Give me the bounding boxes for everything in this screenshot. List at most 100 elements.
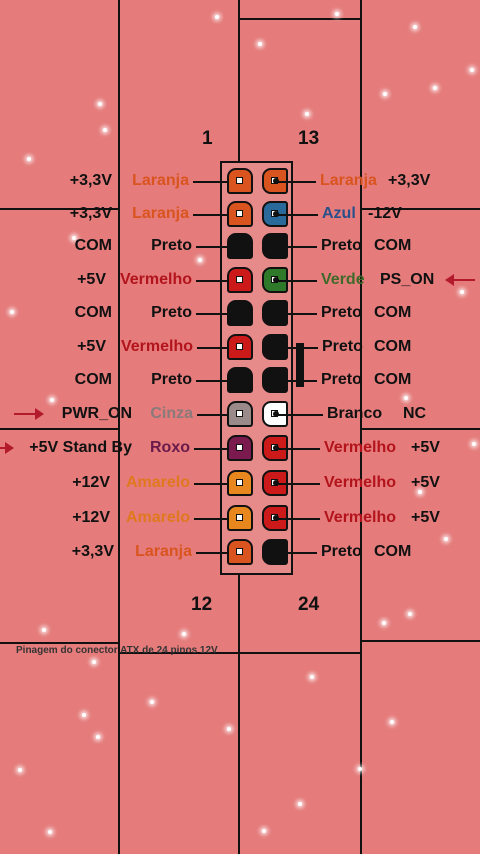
- right-voltage-label: NC: [403, 405, 427, 422]
- right-lead-line: [273, 411, 323, 417]
- pin-8: [227, 401, 253, 427]
- sparkle-icon: [227, 727, 231, 731]
- sparkle-icon: [408, 612, 412, 616]
- pin-9: [227, 435, 253, 461]
- right-voltage-label: +5V: [411, 439, 440, 456]
- right-voltage-label: COM: [374, 237, 412, 254]
- right-voltage-label: +5V: [411, 474, 440, 491]
- left-wire-color-label: Vermelho: [120, 338, 193, 355]
- right-wire-color-label: Preto: [322, 338, 363, 355]
- grid-line: [0, 428, 118, 430]
- right-wire-color-label: Branco: [327, 405, 383, 422]
- pin-contact: [236, 479, 243, 486]
- sparkle-icon: [92, 660, 96, 664]
- grid-line: [360, 0, 362, 854]
- left-wire-color-label: Preto: [151, 371, 192, 388]
- sparkle-icon: [335, 12, 339, 16]
- pin-contact: [236, 514, 243, 521]
- left-wire-color-label: Vermelho: [119, 271, 192, 288]
- right-lead-line: [273, 344, 318, 350]
- left-voltage-label: +3,3V: [69, 205, 112, 222]
- pin-contact: [236, 343, 243, 350]
- right-lead-line: [273, 515, 320, 521]
- pin-number-13: 13: [298, 128, 320, 149]
- sparkle-icon: [404, 396, 408, 400]
- pin-7: [227, 367, 253, 393]
- right-wire-color-label: Preto: [321, 304, 362, 321]
- sparkle-icon: [262, 829, 266, 833]
- sparkle-icon: [390, 720, 394, 724]
- pin-contact: [236, 548, 243, 555]
- left-voltage-label: +12V: [72, 474, 110, 491]
- pin-number-24: 24: [298, 594, 320, 615]
- pin-6: [227, 334, 253, 360]
- left-voltage-label: COM: [74, 371, 112, 388]
- right-wire-color-label: Verde: [321, 271, 365, 288]
- sparkle-icon: [470, 68, 474, 72]
- right-lead-line: [273, 549, 317, 555]
- sparkle-icon: [42, 628, 46, 632]
- grid-line: [118, 652, 360, 654]
- sparkle-icon: [18, 768, 22, 772]
- right-lead-line: [273, 211, 318, 217]
- left-wire-color-label: Laranja: [132, 205, 189, 222]
- diagram-caption: Pinagem do conector ATX de 24 pinos 12V: [16, 645, 218, 656]
- sparkle-icon: [103, 128, 107, 132]
- right-voltage-label: +5V: [411, 509, 440, 526]
- grid-line: [238, 18, 360, 20]
- right-wire-color-label: Vermelho: [324, 509, 397, 526]
- grid-line: [118, 0, 120, 854]
- sparkle-icon: [96, 735, 100, 739]
- right-voltage-label: COM: [374, 304, 412, 321]
- ps-on-arrow-icon: [445, 274, 475, 286]
- right-lead-line: [273, 178, 316, 184]
- pin-contact: [236, 177, 243, 184]
- right-wire-color-label: Azul: [322, 205, 356, 222]
- sparkle-icon: [298, 802, 302, 806]
- pin-contact: [236, 276, 243, 283]
- pin-number-12: 12: [191, 594, 213, 615]
- right-voltage-label: -12V: [368, 205, 402, 222]
- sparkle-icon: [444, 537, 448, 541]
- sparkle-icon: [48, 830, 52, 834]
- grid-line: [0, 642, 118, 644]
- right-lead-line: [273, 377, 317, 383]
- right-wire-color-label: Vermelho: [324, 439, 397, 456]
- sparkle-icon: [418, 490, 422, 494]
- pin-4: [227, 267, 253, 293]
- left-wire-color-label: Roxo: [150, 439, 190, 456]
- left-voltage-label: +3,3V: [71, 543, 114, 560]
- sparkle-icon: [50, 398, 54, 402]
- right-lead-line: [273, 445, 320, 451]
- pwr-on-arrow-icon: [14, 408, 44, 420]
- left-voltage-label: +5V: [77, 271, 106, 288]
- left-wire-color-label: Amarelo: [125, 509, 190, 526]
- sparkle-icon: [305, 112, 309, 116]
- sparkle-icon: [215, 15, 219, 19]
- sparkle-icon: [27, 157, 31, 161]
- right-voltage-label: PS_ON: [380, 271, 435, 288]
- sparkle-icon: [472, 442, 476, 446]
- left-voltage-label: COM: [74, 237, 112, 254]
- sparkle-icon: [413, 25, 417, 29]
- pin-11: [227, 505, 253, 531]
- connector-latch: [296, 343, 304, 387]
- sparkle-icon: [10, 310, 14, 314]
- right-wire-color-label: Preto: [321, 237, 362, 254]
- left-voltage-label: PWR_ON: [61, 405, 132, 422]
- left-wire-color-label: Preto: [151, 304, 192, 321]
- right-lead-line: [273, 310, 317, 316]
- sparkle-icon: [98, 102, 102, 106]
- pin-3: [227, 233, 253, 259]
- sparkle-icon: [72, 236, 76, 240]
- right-wire-color-label: Vermelho: [324, 474, 397, 491]
- standby-arrow-icon: [0, 442, 14, 454]
- pin-number-1: 1: [202, 128, 213, 149]
- pin-2: [227, 201, 253, 227]
- left-wire-color-label: Cinza: [150, 405, 193, 422]
- pin-contact: [236, 210, 243, 217]
- sparkle-icon: [150, 700, 154, 704]
- sparkle-icon: [182, 632, 186, 636]
- right-wire-color-label: Preto: [321, 371, 362, 388]
- right-wire-color-label: Preto: [321, 543, 362, 560]
